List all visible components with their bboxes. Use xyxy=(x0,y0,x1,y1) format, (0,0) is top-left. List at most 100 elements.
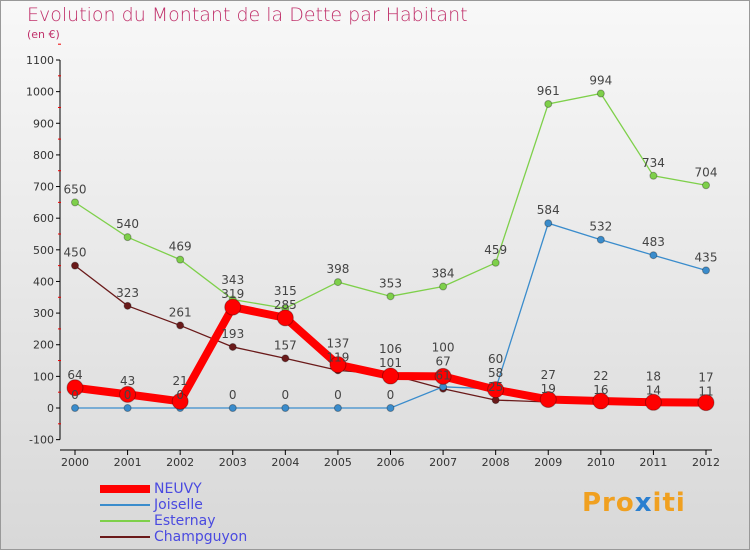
data-label: 58 xyxy=(488,366,503,380)
x-tick-label: 2007 xyxy=(429,456,457,469)
legend-swatch xyxy=(100,536,150,538)
data-point xyxy=(596,89,605,98)
data-point xyxy=(439,282,448,291)
data-point xyxy=(66,379,84,397)
data-label: 18 xyxy=(646,370,661,384)
data-point xyxy=(382,367,399,385)
data-point xyxy=(596,235,605,244)
data-point xyxy=(329,356,347,374)
data-point xyxy=(386,292,395,301)
data-label: 27 xyxy=(541,368,556,382)
legend-item: NEUVY xyxy=(100,481,202,497)
y-tick-label: 1100 xyxy=(26,54,54,67)
data-point xyxy=(649,251,658,260)
data-label: 157 xyxy=(274,338,297,352)
data-label: 398 xyxy=(326,262,349,276)
data-label: 0 xyxy=(124,388,132,402)
data-label: 64 xyxy=(67,368,82,382)
data-label: 11 xyxy=(698,385,713,399)
data-label: 0 xyxy=(387,388,395,402)
data-label: 319 xyxy=(221,287,244,301)
data-label: 704 xyxy=(695,165,718,179)
data-label: 22 xyxy=(593,369,608,383)
x-tick-label: 2005 xyxy=(324,456,352,469)
x-tick-label: 2006 xyxy=(377,456,405,469)
data-point xyxy=(697,394,715,412)
data-label: 483 xyxy=(642,235,665,249)
data-point xyxy=(281,404,290,412)
data-point xyxy=(171,392,189,410)
x-tick-label: 2000 xyxy=(61,456,89,469)
y-tick-label: 400 xyxy=(33,275,54,288)
data-label: 60 xyxy=(488,352,503,366)
data-label: 0 xyxy=(229,388,237,402)
data-label: 0 xyxy=(71,388,79,402)
data-point xyxy=(123,404,132,412)
data-point xyxy=(119,385,137,403)
chart-title: Evolution du Montant de la Dette par Hab… xyxy=(27,4,468,26)
data-label: 343 xyxy=(221,273,244,287)
data-point xyxy=(592,392,610,410)
data-label: 469 xyxy=(169,240,192,254)
y-tick-label: 0 xyxy=(47,402,54,415)
data-point xyxy=(434,367,452,385)
y-tick-label: 1000 xyxy=(26,86,54,99)
data-point xyxy=(333,278,342,287)
data-point xyxy=(491,258,500,267)
data-point xyxy=(386,404,395,412)
data-point xyxy=(544,219,553,228)
data-point xyxy=(702,266,710,275)
data-label: 734 xyxy=(642,156,665,170)
y-tick-label: 700 xyxy=(33,181,54,194)
data-label: 101 xyxy=(379,356,402,370)
data-point xyxy=(649,171,658,180)
data-point xyxy=(539,390,557,408)
data-point xyxy=(224,298,242,316)
data-label: 19 xyxy=(541,382,556,396)
proxiti-logo: Proxiti xyxy=(582,488,686,518)
data-label: 650 xyxy=(64,182,87,196)
data-point xyxy=(123,233,132,242)
data-label: 994 xyxy=(589,74,612,88)
x-tick-label: 2004 xyxy=(271,456,299,469)
data-point xyxy=(176,321,185,330)
x-tick-label: 2001 xyxy=(114,456,142,469)
x-tick-label: 2008 xyxy=(482,456,510,469)
data-point xyxy=(176,255,185,264)
y-tick-label: 200 xyxy=(33,339,54,352)
chart-subtitle: (en €) xyxy=(27,28,60,41)
legend-label: Champguyon xyxy=(154,529,248,545)
data-label: 285 xyxy=(274,298,297,312)
x-tick-label: 2012 xyxy=(692,456,720,469)
data-label: 106 xyxy=(379,342,402,356)
data-label: 584 xyxy=(537,203,560,217)
legend-label: NEUVY xyxy=(154,481,202,497)
data-label: 17 xyxy=(698,371,713,385)
data-label: 261 xyxy=(169,305,192,319)
data-point xyxy=(544,99,553,108)
y-tick-label: 600 xyxy=(33,212,54,225)
legend-item: Joiselle xyxy=(100,497,203,513)
data-point xyxy=(281,354,290,363)
data-label: 119 xyxy=(326,350,349,364)
data-label: 459 xyxy=(484,243,507,257)
data-point xyxy=(487,381,505,399)
data-label: 16 xyxy=(593,383,608,397)
x-tick-label: 2010 xyxy=(587,456,615,469)
x-tick-label: 2009 xyxy=(534,456,562,469)
legend-swatch xyxy=(100,520,150,522)
data-label: 540 xyxy=(116,217,139,231)
y-tick-label: 900 xyxy=(33,117,54,130)
data-point xyxy=(228,404,237,412)
y-tick-label: 500 xyxy=(33,244,54,257)
data-label: 0 xyxy=(334,388,342,402)
legend-item: Champguyon xyxy=(100,529,247,545)
data-point xyxy=(333,404,342,412)
data-label: 532 xyxy=(589,220,612,234)
data-label: 61 xyxy=(435,369,450,383)
data-label: 100 xyxy=(432,341,455,355)
data-label: 450 xyxy=(64,246,87,260)
legend-label: Joiselle xyxy=(154,497,203,513)
